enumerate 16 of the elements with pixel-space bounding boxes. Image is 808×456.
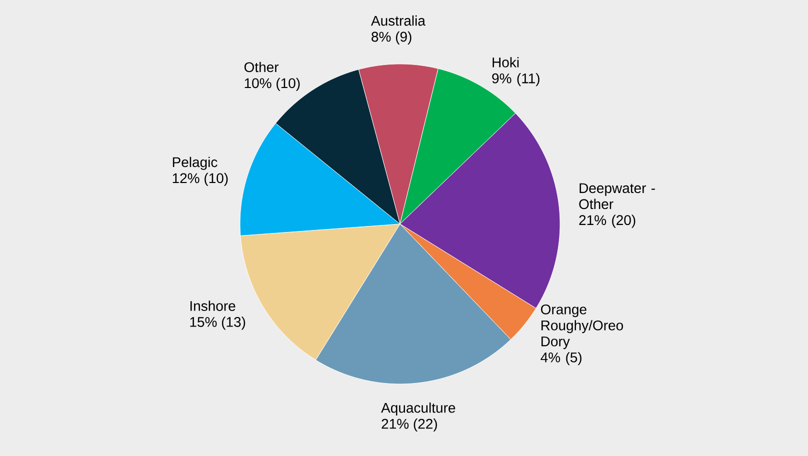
data-label: 4% (5) — [540, 352, 582, 366]
slice-label: Inshore — [190, 300, 236, 311]
slice-label: Other — [244, 62, 279, 72]
slice-label: Australia — [371, 15, 426, 26]
data-label: 21% (22) — [382, 418, 437, 432]
data-label: 15% (13) — [190, 316, 246, 330]
slice-label: Aquaculture — [381, 402, 456, 416]
slice-label: Pelagic — [172, 156, 218, 170]
data-label: 8% (9) — [372, 31, 412, 44]
data-label: 9% (11) — [492, 73, 540, 86]
slice-label: Orange Roughy/Oreo Dory — [540, 304, 624, 350]
slice-label: Hoki — [492, 57, 519, 68]
data-label: 21% (20) — [579, 214, 636, 228]
data-label: 10% (10) — [244, 78, 300, 91]
data-label: 12% (10) — [172, 172, 228, 186]
slice-label: Deepwater - Other — [579, 183, 655, 210]
